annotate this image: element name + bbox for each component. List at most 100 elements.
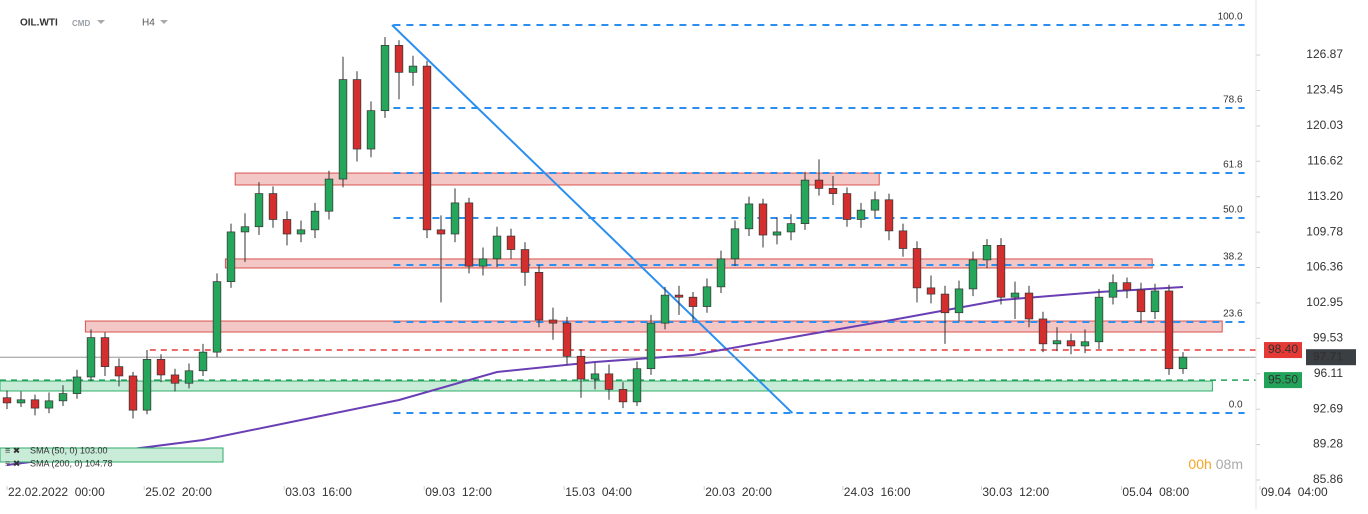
price-tag bbox=[1264, 342, 1302, 359]
x-tick-label: 09.03 12:00 bbox=[425, 485, 492, 499]
candle-body bbox=[450, 202, 460, 235]
candle-body bbox=[688, 296, 698, 307]
x-tick-label: 03.03 16:00 bbox=[285, 485, 352, 499]
interval[interactable]: H4 bbox=[142, 18, 155, 29]
candle-body bbox=[730, 228, 740, 260]
y-tick-label: 109.78 bbox=[1306, 224, 1343, 238]
candle-body bbox=[366, 110, 376, 150]
candle-body bbox=[1164, 290, 1174, 370]
candle-body bbox=[240, 226, 250, 233]
x-tick-label: 30.03 12:00 bbox=[982, 485, 1049, 499]
candle-body bbox=[898, 230, 908, 249]
candle-body bbox=[1080, 341, 1090, 347]
candle-body bbox=[198, 351, 208, 372]
candle-body bbox=[618, 389, 628, 403]
candle-body bbox=[702, 286, 712, 307]
fib-label: 78.6 bbox=[1223, 95, 1243, 106]
candle-body bbox=[282, 219, 292, 235]
candle-body bbox=[744, 203, 754, 230]
candle-body bbox=[1122, 282, 1132, 291]
y-tick-label: 99.53 bbox=[1313, 331, 1343, 345]
countdown-minutes: 08m bbox=[1216, 456, 1243, 472]
legend-box bbox=[0, 447, 224, 463]
candle-body bbox=[772, 231, 782, 236]
candle-body bbox=[786, 223, 796, 233]
candle-body bbox=[1136, 289, 1146, 313]
candle-body bbox=[758, 203, 768, 236]
candle-body bbox=[506, 235, 516, 250]
dropdown-icon[interactable] bbox=[160, 20, 168, 24]
x-tick-label: 15.03 04:00 bbox=[565, 485, 632, 499]
fib-label: 38.2 bbox=[1223, 252, 1243, 263]
y-tick-label: 102.95 bbox=[1306, 295, 1343, 309]
candle-body bbox=[114, 366, 124, 377]
candle-body bbox=[492, 235, 502, 260]
candle-body bbox=[338, 79, 348, 180]
candle-body bbox=[464, 202, 474, 267]
candle-body bbox=[982, 245, 992, 261]
candle-body bbox=[100, 337, 110, 367]
candle-body bbox=[1094, 296, 1104, 343]
candle-body bbox=[1108, 282, 1118, 298]
y-tick-label: 92.69 bbox=[1313, 401, 1343, 415]
x-tick-label: 25.02 20:00 bbox=[145, 485, 212, 499]
legend-icon: ≡ ✖ bbox=[5, 445, 20, 455]
dropdown-icon[interactable] bbox=[97, 20, 105, 24]
y-tick-label: 120.03 bbox=[1306, 118, 1343, 132]
candle-body bbox=[1052, 340, 1062, 345]
candle-body bbox=[1010, 292, 1020, 298]
x-tick-label: 09.04 04:00 bbox=[1261, 485, 1328, 499]
candle-body bbox=[548, 319, 558, 324]
candle-body bbox=[674, 294, 684, 298]
y-tick-label: 123.45 bbox=[1306, 83, 1343, 97]
candle-body bbox=[1150, 290, 1160, 313]
candle-body bbox=[1024, 292, 1034, 320]
candle-body bbox=[870, 199, 880, 211]
candle-body bbox=[856, 209, 866, 220]
candle-body bbox=[562, 322, 572, 357]
candle-body bbox=[268, 193, 278, 220]
last-price-tag bbox=[1306, 349, 1356, 366]
candle-body bbox=[310, 210, 320, 231]
candle-body bbox=[478, 258, 488, 267]
y-tick-label: 89.28 bbox=[1313, 437, 1343, 451]
candle-body bbox=[394, 45, 404, 73]
candle-body bbox=[86, 337, 96, 378]
candle-body bbox=[912, 248, 922, 289]
candle-body bbox=[30, 399, 40, 409]
fib-label: 100.0 bbox=[1218, 12, 1243, 23]
candle-body bbox=[184, 370, 194, 384]
legend-icon: ≡ ✖ bbox=[5, 458, 20, 468]
symbol[interactable]: OIL.WTI bbox=[20, 18, 58, 29]
legend-entry: SMA (200, 0) 104.78 bbox=[30, 458, 113, 468]
x-tick-label: 20.03 20:00 bbox=[705, 485, 772, 499]
candle-body bbox=[1038, 318, 1048, 345]
fib-label: 0.0 bbox=[1229, 400, 1243, 411]
fib-label: 61.8 bbox=[1223, 160, 1243, 171]
candle-body bbox=[1178, 356, 1188, 370]
candle-body bbox=[968, 259, 978, 290]
candle-body bbox=[884, 199, 894, 232]
candle-body bbox=[632, 368, 642, 403]
x-tick-label: 24.03 16:00 bbox=[844, 485, 911, 499]
candle-body bbox=[534, 271, 544, 321]
x-tick-label: 22.02.2022 00:00 bbox=[8, 485, 105, 499]
candle-body bbox=[352, 79, 362, 150]
price-tag bbox=[1264, 372, 1302, 389]
candle-body bbox=[2, 397, 12, 404]
y-tick-label: 113.20 bbox=[1307, 189, 1343, 203]
market: CMD bbox=[72, 19, 90, 28]
candle-body bbox=[940, 293, 950, 314]
zone bbox=[224, 258, 1153, 269]
candle-body bbox=[828, 188, 838, 194]
candle-body bbox=[408, 65, 418, 73]
candle-body bbox=[212, 281, 222, 353]
candle-body bbox=[996, 245, 1006, 298]
candle-body bbox=[590, 373, 600, 380]
candle-body bbox=[296, 229, 306, 235]
y-tick-label: 116.62 bbox=[1307, 153, 1343, 167]
plot: 100.0 78.6 61.8 50.0 38.2 23.6 0.0 ≡ ✖ SMA (50, … bbox=[0, 12, 1356, 499]
candle-body bbox=[156, 359, 166, 376]
